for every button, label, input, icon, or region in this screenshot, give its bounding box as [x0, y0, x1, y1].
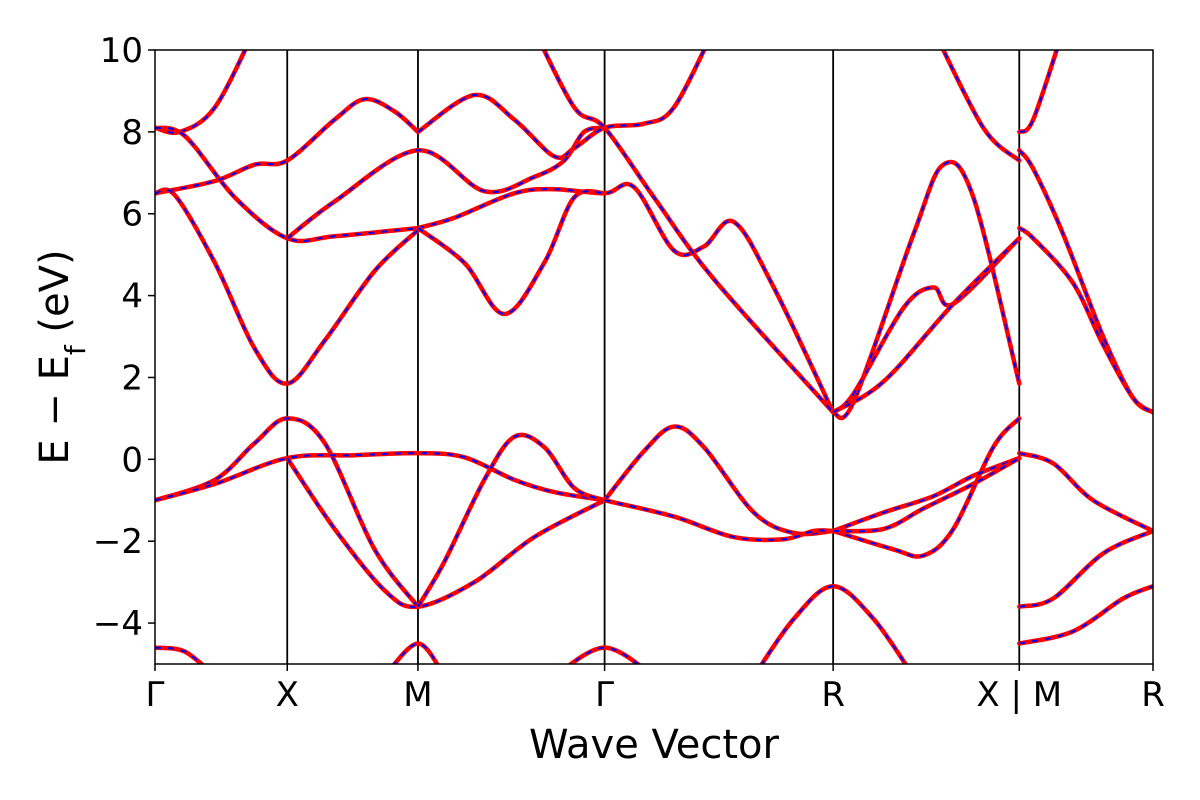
x-tick-label: R	[821, 675, 845, 715]
band-series-3	[155, 96, 421, 196]
band-line-solid	[391, 641, 440, 664]
band-series-16	[1017, 225, 1153, 415]
band-series-6	[415, 50, 707, 161]
band-line-dashed	[1019, 585, 1153, 645]
y-axis-ticks: −4 −2 0 2 4 6 8 10	[93, 31, 155, 644]
band-line-solid	[415, 181, 836, 415]
band-line-dashed	[832, 237, 1021, 414]
band-lines	[155, 50, 1153, 664]
band-series-27	[1017, 528, 1153, 609]
band-line-solid	[830, 416, 1022, 559]
y-axis-label-unit: (eV)	[32, 249, 78, 345]
x-tick-label: X | M	[976, 675, 1062, 715]
band-line-solid	[602, 424, 836, 537]
x-tick-label: Γ	[595, 675, 614, 715]
x-axis-ticks: Γ X M Γ R X | M R	[146, 664, 1165, 715]
band-line-solid	[567, 645, 642, 664]
band-series-23	[830, 416, 1022, 559]
band-line-dashed	[832, 417, 1021, 558]
band-series-2	[155, 125, 421, 244]
band-series-24	[830, 455, 1022, 534]
band-line-dashed	[155, 98, 419, 195]
band-line-solid	[284, 455, 607, 610]
band-line-dashed	[155, 126, 419, 242]
band-line-solid	[1017, 148, 1153, 415]
y-axis-label: E − Ef (eV)	[32, 249, 92, 464]
band-series-12	[830, 236, 1022, 415]
band-line-solid	[1017, 583, 1153, 646]
y-tick-label: 4	[121, 277, 143, 317]
band-line-solid	[415, 188, 607, 317]
band-series-14	[1017, 50, 1060, 135]
band-series-18	[155, 450, 607, 503]
band-series-30	[155, 645, 205, 664]
band-line-dashed	[417, 433, 605, 608]
y-tick-label: 6	[121, 195, 143, 235]
x-tick-label: R	[1141, 675, 1165, 715]
band-line-dashed	[155, 188, 419, 385]
band-series-1	[155, 50, 248, 136]
y-tick-label: 8	[121, 113, 143, 153]
plot-frame	[154, 49, 1154, 665]
band-line-dashed	[286, 457, 606, 608]
y-tick-label: 0	[121, 440, 143, 480]
band-series-7	[415, 181, 836, 415]
band-line-solid	[1017, 450, 1153, 534]
band-line-dashed	[417, 190, 605, 316]
band-line-dashed	[417, 50, 706, 159]
x-tick-label: X	[276, 675, 299, 715]
band-line-dashed	[1019, 530, 1153, 608]
band-line-solid	[940, 50, 1022, 163]
band-line-solid	[155, 416, 421, 609]
band-line-dashed	[1018, 227, 1153, 414]
band-series-8	[415, 188, 607, 317]
band-series-28	[1017, 583, 1153, 646]
band-series-32	[567, 645, 642, 664]
band-line-dashed	[542, 50, 834, 413]
band-line-dashed	[286, 126, 605, 240]
band-series-21	[602, 424, 836, 537]
band-series-20	[415, 432, 607, 609]
band-line-dashed	[604, 499, 834, 541]
band-line-dashed	[1019, 452, 1153, 532]
x-tick-label: M	[403, 675, 432, 715]
band-line-solid	[602, 498, 836, 543]
band-series-19	[284, 455, 607, 610]
band-line-solid	[1017, 225, 1153, 415]
y-tick-label: 10	[100, 31, 143, 71]
y-tick-label: −2	[93, 522, 143, 562]
band-line-dashed	[155, 646, 203, 664]
band-line-dashed	[417, 183, 835, 413]
y-tick-label: 2	[121, 358, 143, 398]
band-series-22	[602, 498, 836, 543]
band-series-13	[940, 50, 1022, 163]
band-line-solid	[415, 432, 607, 609]
band-line-solid	[1017, 50, 1060, 135]
band-line-dashed	[832, 457, 1020, 532]
band-series-26	[1017, 450, 1153, 534]
band-series-5	[284, 125, 607, 241]
y-axis-label-sub: f	[59, 344, 92, 355]
band-line-solid	[155, 450, 607, 503]
band-series-17	[155, 416, 421, 609]
band-series-29	[759, 583, 909, 664]
y-tick-label: −4	[93, 604, 143, 644]
x-tick-label: Γ	[146, 675, 165, 715]
band-line-dashed	[1018, 149, 1153, 414]
band-series-9	[541, 50, 836, 415]
band-line-dashed	[1018, 50, 1058, 133]
band-series-25	[830, 455, 1022, 534]
band-series-15	[1017, 148, 1153, 415]
band-line-dashed	[603, 425, 834, 536]
band-line-dashed	[155, 50, 247, 134]
x-axis-label: Wave Vector	[529, 722, 780, 768]
y-axis-label-main: E − E	[32, 355, 78, 465]
band-line-dashed	[760, 585, 907, 664]
band-series-4	[155, 187, 421, 386]
band-series-31	[391, 641, 440, 664]
band-line-dashed	[833, 457, 1020, 533]
band-line-dashed	[942, 50, 1020, 162]
